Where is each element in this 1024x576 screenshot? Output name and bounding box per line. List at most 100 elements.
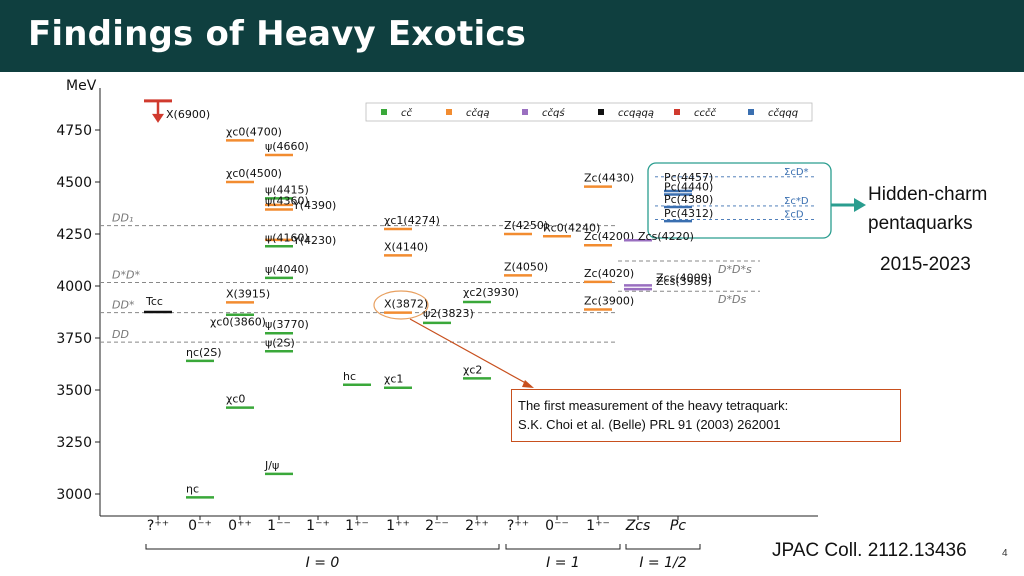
- state-label: χc0(3860): [210, 316, 266, 329]
- state-label: J/ψ: [264, 459, 279, 472]
- y-tick-label: 3750: [56, 331, 92, 347]
- legend-swatch: [522, 109, 528, 115]
- state-label: ηc: [186, 482, 199, 495]
- x-tick-label: 0⁻⁺: [188, 518, 212, 534]
- x-tick-label: Zcs: [625, 518, 651, 534]
- state-label: χc0(4500): [226, 167, 282, 180]
- y-tick-label: 4250: [56, 227, 92, 243]
- x-tick-label: 0⁻⁻: [545, 518, 569, 534]
- isospin-label: I = 1: [546, 555, 580, 571]
- pentaquark-label-line1: Hidden-charm: [868, 180, 987, 209]
- legend-label: ccčč: [694, 107, 716, 119]
- state-label: X(6900): [166, 108, 210, 121]
- legend-label: ccqąqą: [618, 108, 654, 119]
- state-label: χc1(4274): [384, 214, 440, 227]
- legend-swatch: [381, 109, 387, 115]
- pentaquark-label-line2: pentaquarks: [868, 209, 987, 238]
- legend-label: cč: [401, 107, 412, 119]
- state-label: Zc(4020): [584, 267, 634, 280]
- threshold-label: Σc*D: [784, 196, 809, 207]
- years-label: 2015-2023: [880, 254, 971, 276]
- state-label: ψ(4160): [265, 231, 309, 244]
- state-label: Zcs(3985): [656, 275, 712, 288]
- x-tick-label: 0⁺⁺: [228, 518, 252, 534]
- state-label: Tcc: [145, 295, 163, 308]
- legend-label: cčqą: [466, 107, 489, 119]
- x-tick-label: ?⁺⁺: [507, 518, 529, 534]
- x-tick-label: 1⁺⁻: [345, 518, 369, 534]
- callout-arrowhead: [522, 380, 534, 388]
- state-label: χc1: [384, 373, 403, 386]
- y-tick-label: 3000: [56, 487, 92, 503]
- state-label: Zc(4430): [584, 172, 634, 185]
- x-tick-label: 1⁺⁺: [386, 518, 410, 534]
- threshold-label: D*D*: [112, 268, 140, 281]
- state-label: ψ(4360): [265, 194, 309, 207]
- callout-line-2: S.K. Choi et al. (Belle) PRL 91 (2003) 2…: [518, 415, 894, 434]
- reference-text: JPAC Coll. 2112.13436: [772, 540, 967, 562]
- x-tick-label: Pc: [670, 518, 686, 534]
- state-label: Zc(3900): [584, 295, 634, 308]
- state-label: χc0: [226, 393, 245, 406]
- threshold-label: DD₁: [112, 212, 133, 225]
- state-label: Pc(4440): [664, 180, 713, 193]
- state-label: Pc(4312): [664, 207, 713, 220]
- y-tick-label: 3250: [56, 435, 92, 451]
- callout-line-1: The first measurement of the heavy tetra…: [518, 396, 894, 415]
- legend-box: [366, 103, 812, 121]
- legend-label: cčqś: [542, 107, 565, 119]
- state-label: ψ(4660): [265, 140, 309, 153]
- state-label: ηc(2S): [186, 346, 222, 359]
- page-number: 4: [1002, 548, 1008, 559]
- y-tick-label: 3500: [56, 383, 92, 399]
- state-label: χc2: [463, 363, 482, 376]
- state-label: X(3915): [226, 287, 270, 300]
- x-tick-label: 1⁻⁻: [267, 518, 291, 534]
- state-label: ψ2(3823): [423, 307, 474, 320]
- slide-title: Findings of Heavy Exotics: [28, 14, 526, 54]
- state-arrowhead: [152, 114, 164, 123]
- state-label: X(4140): [384, 240, 428, 253]
- threshold-label: DD: [112, 328, 129, 341]
- level-diagram: MeV 3000 3250 3500 3750 4000 4250 4500 4750 ?⁺⁺ 0⁻…: [0, 72, 1024, 576]
- state-label: Z(4050): [504, 260, 548, 273]
- legend-swatch: [674, 109, 680, 115]
- threshold-label: D*Ds: [718, 293, 746, 306]
- isospin-bracket: [626, 544, 700, 549]
- pentaquark-label: Hidden-charm pentaquarks: [868, 180, 987, 238]
- x-tick-label: 1⁻⁺: [306, 518, 330, 534]
- isospin-bracket: [146, 544, 499, 549]
- threshold-label: D*D*s: [718, 263, 752, 276]
- y-tick-label: 4500: [56, 175, 92, 191]
- legend-swatch: [598, 109, 604, 115]
- legend-swatch: [748, 109, 754, 115]
- state-label: Pc(4380): [664, 193, 713, 206]
- isospin-label: I = 1/2: [639, 555, 686, 571]
- x-tick-label: 2⁺⁺: [465, 518, 489, 534]
- x-tick-label: 2⁻⁻: [425, 518, 449, 534]
- state-label: ψ(2S): [265, 336, 295, 349]
- pentaquark-arrowhead: [854, 198, 866, 212]
- callout-box: The first measurement of the heavy tetra…: [511, 389, 901, 442]
- x-tick-label: 1⁺⁻: [586, 518, 610, 534]
- state-label: ψ(4040): [265, 263, 309, 276]
- state-label: hc: [343, 370, 356, 383]
- state-label: X(3872): [384, 298, 428, 311]
- y-tick-label: 4000: [56, 279, 92, 295]
- isospin-label: I = 0: [306, 555, 340, 571]
- state-label: Zcs(4220): [638, 230, 694, 243]
- state-label: ψ(3770): [265, 318, 309, 331]
- state-label: χc2(3930): [463, 286, 519, 299]
- legend-label: cčqqq: [768, 107, 798, 119]
- legend-swatch: [446, 109, 452, 115]
- threshold-label: ΣcD*: [784, 167, 809, 178]
- y-axis-label: MeV: [66, 78, 97, 94]
- state-label: Z(4250): [504, 219, 548, 232]
- state-label: χc0(4700): [226, 125, 282, 138]
- threshold-label: ΣcD: [784, 209, 804, 220]
- x-tick-label: ?⁺⁺: [147, 518, 169, 534]
- title-bar: Findings of Heavy Exotics: [0, 0, 1024, 72]
- threshold-label: DD*: [112, 299, 135, 312]
- isospin-bracket: [506, 544, 620, 549]
- y-tick-label: 4750: [56, 123, 92, 139]
